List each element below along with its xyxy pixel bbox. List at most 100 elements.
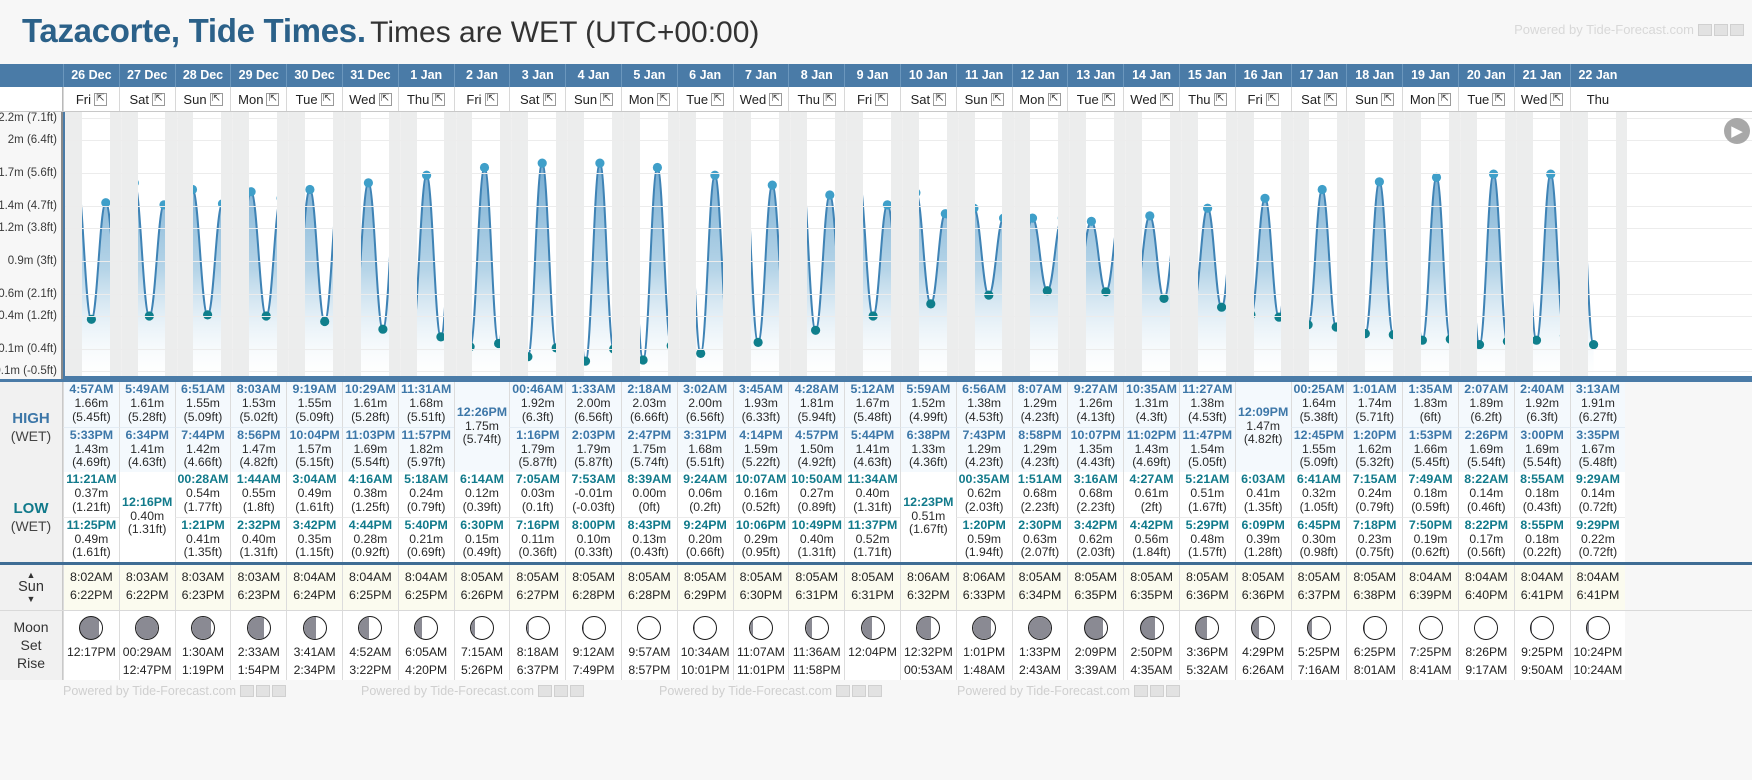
date-header-cell[interactable]: 5 Jan: [620, 64, 677, 87]
date-header-cell[interactable]: 1 Jan: [397, 64, 454, 87]
language-flags-icon[interactable]: [836, 684, 882, 697]
weekday-header-cell[interactable]: Mon ⇱: [230, 87, 286, 111]
weekday-header-cell[interactable]: Sat ⇱: [1290, 87, 1347, 111]
low-tide-feet: (0.2ft): [689, 499, 722, 514]
expand-arrow-icon[interactable]: ⇱: [378, 92, 392, 106]
weekday-header-cell[interactable]: Wed ⇱: [1513, 87, 1570, 111]
expand-arrow-icon[interactable]: ⇱: [266, 92, 280, 106]
date-header-cell[interactable]: 14 Jan: [1123, 64, 1179, 87]
moonset-time: 7:15AM: [460, 644, 503, 659]
weekday-header-cell[interactable]: Mon ⇱: [620, 87, 677, 111]
expand-arrow-icon[interactable]: ⇱: [432, 92, 446, 106]
weekday-header-cell[interactable]: Mon ⇱: [1011, 87, 1068, 111]
date-header-cell[interactable]: 6 Jan: [676, 64, 733, 87]
expand-arrow-icon[interactable]: ⇱: [209, 92, 223, 106]
date-header-cell[interactable]: 22 Jan: [1569, 64, 1626, 87]
weekday-header-cell[interactable]: Thu: [1569, 87, 1626, 111]
language-flags-icon[interactable]: [240, 684, 286, 697]
expand-arrow-icon[interactable]: ⇱: [1265, 92, 1279, 106]
weekday-header-cell[interactable]: Thu ⇱: [397, 87, 454, 111]
weekday-header-cell[interactable]: Fri ⇱: [844, 87, 900, 111]
expand-arrow-icon[interactable]: ⇱: [1323, 92, 1337, 106]
date-header-cell[interactable]: 9 Jan: [844, 64, 900, 87]
expand-arrow-icon[interactable]: ⇱: [1047, 92, 1061, 106]
high-tide-feet: (5.28ft): [127, 409, 167, 424]
sunset-time: 6:34PM: [1018, 587, 1062, 602]
weekday-header-cell[interactable]: Fri ⇱: [453, 87, 510, 111]
date-header-cell[interactable]: 13 Jan: [1067, 64, 1123, 87]
date-header-cell[interactable]: 27 Dec: [118, 64, 175, 87]
weekday-header-cell[interactable]: Mon ⇱: [1402, 87, 1458, 111]
weekday-header-cell[interactable]: Thu ⇱: [788, 87, 844, 111]
expand-arrow-icon[interactable]: ⇱: [1492, 92, 1506, 106]
date-header-cell[interactable]: 11 Jan: [955, 64, 1012, 87]
expand-arrow-icon[interactable]: ⇱: [1159, 92, 1173, 106]
expand-arrow-icon[interactable]: ⇱: [1101, 92, 1115, 106]
high-tide-point: [825, 190, 835, 200]
expand-arrow-icon[interactable]: ⇱: [93, 92, 107, 106]
weekday-header-cell[interactable]: Sat ⇱: [118, 87, 175, 111]
date-header-cell[interactable]: 30 Dec: [286, 64, 342, 87]
date-header-cell[interactable]: 15 Jan: [1178, 64, 1235, 87]
expand-arrow-icon[interactable]: ⇱: [822, 92, 836, 106]
weekday-header-cell[interactable]: Wed ⇱: [341, 87, 398, 111]
language-flags-icon[interactable]: [538, 684, 584, 697]
weekday-header-cell[interactable]: Sun ⇱: [1346, 87, 1402, 111]
high-tide-cell: 10:04PM 1.57m (5.15ft): [286, 427, 342, 472]
date-header-cell[interactable]: 21 Jan: [1513, 64, 1570, 87]
weekday-header-cell[interactable]: Fri ⇱: [63, 87, 119, 111]
expand-arrow-icon[interactable]: ⇱: [542, 92, 556, 106]
weekday-header-cell[interactable]: Sun ⇱: [174, 87, 231, 111]
high-tide-cell: 6:56AM 1.38m (4.53ft): [955, 382, 1012, 427]
date-header-cell[interactable]: 12 Jan: [1011, 64, 1068, 87]
expand-arrow-icon[interactable]: ⇱: [769, 92, 783, 106]
high-tide-metres: 1.41m: [855, 441, 890, 456]
date-header-cell[interactable]: 10 Jan: [899, 64, 956, 87]
expand-arrow-icon[interactable]: ⇱: [657, 92, 671, 106]
weekday-header-cell[interactable]: Tue ⇱: [286, 87, 342, 111]
date-header-cell[interactable]: 17 Jan: [1290, 64, 1347, 87]
weekday-header-cell[interactable]: Tue ⇱: [1457, 87, 1514, 111]
expand-arrow-icon[interactable]: ⇱: [711, 92, 725, 106]
weekday-header-cell[interactable]: Thu ⇱: [1178, 87, 1235, 111]
expand-arrow-icon[interactable]: ⇱: [933, 92, 947, 106]
language-flags-icon[interactable]: [1698, 23, 1744, 36]
date-header-cell[interactable]: 2 Jan: [453, 64, 510, 87]
expand-arrow-icon[interactable]: ⇱: [990, 92, 1004, 106]
date-header-cell[interactable]: 3 Jan: [509, 64, 565, 87]
date-header-cell[interactable]: 29 Dec: [230, 64, 286, 87]
date-header-cell[interactable]: 4 Jan: [565, 64, 621, 87]
expand-arrow-icon[interactable]: ⇱: [1438, 92, 1452, 106]
expand-arrow-icon[interactable]: ⇱: [1381, 92, 1395, 106]
expand-arrow-icon[interactable]: ⇱: [320, 92, 334, 106]
expand-arrow-icon[interactable]: ⇱: [1213, 92, 1227, 106]
date-header-cell[interactable]: 28 Dec: [174, 64, 231, 87]
night-shading-band: [120, 112, 138, 376]
low-tide-feet: (1.28ft): [1243, 545, 1283, 560]
weekday-header-cell[interactable]: Sat ⇱: [509, 87, 565, 111]
scroll-right-button[interactable]: ▶: [1724, 118, 1750, 144]
date-header-cell[interactable]: 7 Jan: [732, 64, 789, 87]
expand-arrow-icon[interactable]: ⇱: [875, 92, 889, 106]
weekday-header-cell[interactable]: Fri ⇱: [1234, 87, 1291, 111]
weekday-header-cell[interactable]: Wed ⇱: [732, 87, 789, 111]
date-header-cell[interactable]: 18 Jan: [1346, 64, 1402, 87]
date-header-cell[interactable]: 31 Dec: [341, 64, 398, 87]
expand-arrow-icon[interactable]: ⇱: [151, 92, 165, 106]
weekday-header-cell[interactable]: Sat ⇱: [899, 87, 956, 111]
expand-arrow-icon[interactable]: ⇱: [600, 92, 614, 106]
expand-arrow-icon[interactable]: ⇱: [1550, 92, 1564, 106]
low-tide-metres: 0.52m: [855, 531, 890, 546]
weekday-header-cell[interactable]: Sun ⇱: [955, 87, 1012, 111]
weekday-header-cell[interactable]: Tue ⇱: [676, 87, 733, 111]
weekday-header-cell[interactable]: Tue ⇱: [1067, 87, 1123, 111]
date-header-cell[interactable]: 20 Jan: [1457, 64, 1514, 87]
language-flags-icon[interactable]: [1134, 684, 1180, 697]
weekday-header-cell[interactable]: Sun ⇱: [565, 87, 621, 111]
date-header-cell[interactable]: 26 Dec: [63, 64, 119, 87]
date-header-cell[interactable]: 19 Jan: [1402, 64, 1458, 87]
date-header-cell[interactable]: 8 Jan: [788, 64, 844, 87]
expand-arrow-icon[interactable]: ⇱: [484, 92, 498, 106]
date-header-cell[interactable]: 16 Jan: [1234, 64, 1291, 87]
weekday-header-cell[interactable]: Wed ⇱: [1123, 87, 1179, 111]
